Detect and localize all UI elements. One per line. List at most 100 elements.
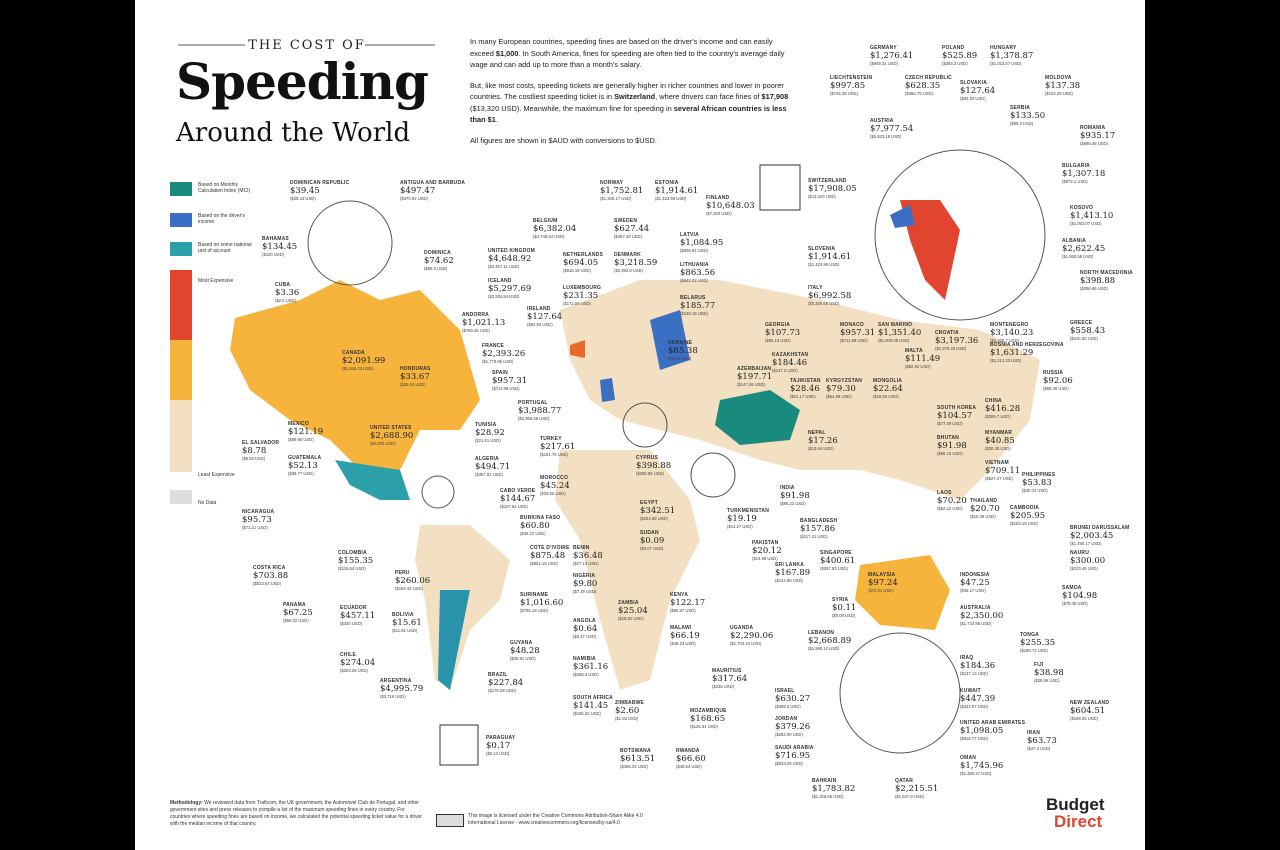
fine-aud: $2,290.06	[730, 631, 774, 641]
fine-usd: ($14.27 USD)	[727, 524, 753, 529]
fine-aud: $231.35	[563, 291, 599, 301]
country-name: KUWAIT	[960, 688, 981, 694]
fine-usd: ($117.41 USD)	[800, 534, 828, 539]
fine-aud: $104.57	[937, 411, 973, 421]
country-name: UKRAINE	[668, 340, 693, 346]
country-name: COLOMBIA	[338, 550, 367, 556]
fine-aud: $457.11	[340, 611, 376, 621]
country-name: IRELAND	[527, 306, 551, 312]
country-label: NAURU $300.00 ($223.49 USD)	[1070, 550, 1105, 571]
fine-aud: $2,393.26	[482, 349, 526, 359]
country-label: MONGOLIA $22.64 ($16.84 USD)	[873, 378, 903, 399]
country-label: SPAIN $957.31 ($711.98 USD)	[492, 370, 527, 391]
country-label: BOLIVIA $15.61 ($11.61 USD)	[392, 612, 422, 633]
country-name: AZERBAIJAN	[737, 366, 772, 372]
fine-usd: ($297.93 USD)	[820, 566, 848, 571]
license: This image is licensed under the Creativ…	[468, 813, 643, 826]
country-name: GUYANA	[510, 640, 533, 646]
country-label: MOLDOVA $137.38 ($102.28 USD)	[1045, 75, 1080, 96]
country-name: NORTH MACEDONIA	[1080, 270, 1133, 276]
brand-b: Direct	[1054, 812, 1103, 831]
country-name: POLAND	[942, 45, 965, 51]
fine-usd: ($63.5 USD)	[668, 356, 692, 361]
country-name: BULGARIA	[1062, 163, 1090, 169]
fine-usd: ($72.31 USD)	[868, 588, 894, 593]
fine-usd: ($332.67 USD)	[960, 704, 988, 709]
country-name: BOTSWANA	[620, 748, 651, 754]
fine-aud: $144.67	[500, 494, 536, 504]
country-name: ROMANIA	[1080, 125, 1106, 131]
fine-aud: $25.04	[618, 606, 648, 616]
fine-aud: $1,752.81	[600, 186, 644, 196]
fine-usd: ($78.08 USD)	[1062, 601, 1088, 606]
country-label: POLAND $525.89 ($393.3 USD)	[942, 45, 977, 66]
country-label: EGYPT $342.51 ($254.69 USD)	[640, 500, 675, 521]
fine-aud: $91.98	[937, 441, 967, 451]
country-label: CANADA $2,091.99 ($1,555.23 USD)	[342, 350, 385, 371]
country-label: BHUTAN $91.98 ($68.23 USD)	[937, 435, 967, 456]
fine-aud: $155.35	[338, 556, 374, 566]
country-name: MALAYSIA	[868, 572, 896, 578]
country-name: LATVIA	[680, 232, 699, 238]
united-kingdom	[600, 378, 615, 402]
country-name: SURINAME	[520, 592, 549, 598]
country-name: ICELAND	[488, 278, 512, 284]
fine-usd: ($29.34 USD)	[290, 196, 316, 201]
country-name: PAKISTAN	[752, 540, 779, 546]
fine-usd: ($82.92 USD)	[905, 364, 931, 369]
country-name: KYRGYZSTAN	[826, 378, 863, 384]
fine-usd: ($16.84 USD)	[873, 394, 899, 399]
country-name: MAURITIUS	[712, 668, 742, 674]
caribbean-zoom	[307, 200, 393, 286]
fine-aud: $60.80	[520, 521, 550, 531]
country-name: VIETNAM	[985, 460, 1009, 466]
fine-usd: ($68.39 USD)	[1043, 386, 1069, 391]
country-label: IRELAND $127.64 ($94.93 USD)	[527, 306, 562, 327]
country-label: MONTENEGRO $3,140.23 ($2,335.7 USD)	[990, 322, 1033, 343]
country-label: MONACO $957.31 ($711.98 USD)	[840, 322, 875, 343]
country-label: MEXICO $121.19 ($89.95 USD)	[288, 421, 323, 442]
fine-aud: $1,914.61	[808, 252, 852, 262]
fine-aud: $0.17	[486, 741, 511, 751]
fine-usd: ($3,716 USD)	[380, 694, 406, 699]
country-name: HUNGARY	[990, 45, 1017, 51]
fine-usd: ($1,005.08 USD)	[878, 338, 910, 343]
fine-usd: ($105.32 USD)	[573, 711, 601, 716]
country-name: PORTUGAL	[518, 400, 548, 406]
country-label: UNITED ARAB EMIRATES $1,098.05 ($816.77 US…	[960, 720, 1025, 741]
fine-usd: ($125.31 USD)	[690, 724, 718, 729]
country-name: CROATIA	[935, 330, 959, 336]
country-name: NORWAY	[600, 180, 624, 186]
country-label: CAMBODIA $205.95 ($153.19 USD)	[1010, 505, 1045, 526]
country-label: SLOVENIA $1,914.61 ($1,423.96 USD)	[808, 246, 851, 267]
fine-aud: $28.46	[790, 384, 820, 394]
country-label: NIGERIA $9.80 ($7.29 USD)	[573, 573, 597, 594]
fine-aud: $97.24	[868, 578, 898, 588]
mexico	[335, 460, 410, 500]
fine-usd: ($1,490.17 USD)	[1070, 541, 1102, 546]
country-label: SYRIA $0.11 ($0.08 USD)	[832, 597, 856, 618]
country-name: TONGA	[1020, 632, 1039, 638]
title: Speeding	[176, 52, 429, 111]
country-name: JORDAN	[775, 716, 798, 722]
country-name: SAMOA	[1062, 585, 1082, 591]
fine-aud: $709.11	[985, 466, 1021, 476]
fine-aud: $694.05	[563, 258, 599, 268]
country-name: MYANMAR	[985, 430, 1013, 436]
fine-usd: ($0.08 USD)	[832, 613, 856, 618]
kazakhstan	[715, 390, 800, 445]
country-name: FINLAND	[706, 195, 730, 201]
fine-aud: $141.45	[573, 701, 609, 711]
country-label: SRI LANKA $167.89 ($124.88 USD)	[775, 562, 810, 583]
country-label: IRAQ $184.36 ($137.13 USD)	[960, 655, 995, 676]
country-label: MALAWI $66.19 ($49.23 USD)	[670, 625, 700, 646]
country-label: MALTA $111.49 ($82.92 USD)	[905, 348, 940, 369]
fine-usd: ($235 USD)	[712, 684, 735, 689]
swatch	[170, 213, 192, 227]
country-name: UNITED STATES	[370, 425, 412, 431]
fine-aud: $628.35	[905, 81, 941, 91]
fine-usd: ($21.17 USD)	[790, 394, 816, 399]
finland	[650, 310, 690, 370]
country-label: SERBIA $133.50 ($99.3 USD)	[1010, 105, 1045, 126]
fine-usd: ($5,933.18 USD)	[870, 134, 902, 139]
